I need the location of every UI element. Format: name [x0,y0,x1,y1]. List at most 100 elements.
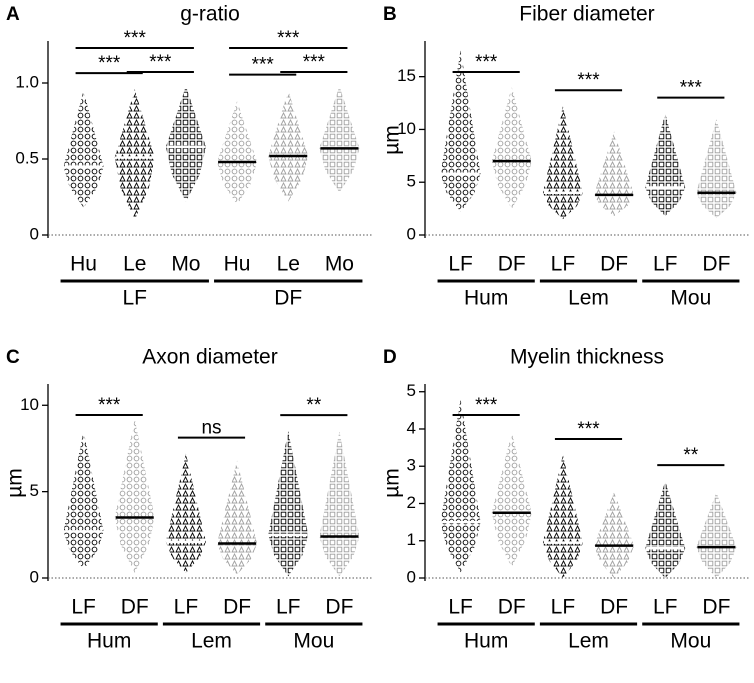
y-tick-label: 0 [407,567,416,586]
y-tick-label: 0 [407,224,416,243]
y-tick-label: 5 [407,381,416,400]
data-cloud [696,492,737,578]
y-tick-label: 0.5 [15,148,39,167]
x-tick-label: DF [498,253,526,276]
chart-title: Fiber diameter [519,3,654,26]
chart-title: Axon diameter [142,346,277,369]
data-cloud [268,431,309,577]
x-tick-label: Mo [171,253,200,276]
chart-title: g-ratio [180,3,240,26]
significance-label: *** [149,52,172,73]
data-cloud [645,481,686,578]
significance-label: *** [252,55,275,76]
significance-label: *** [577,70,600,91]
significance-label: *** [475,395,498,416]
panel-label: C [6,347,20,368]
x-tick-label: Le [123,253,146,276]
y-axis-label: µm [4,468,27,498]
y-tick-label: 15 [397,66,416,85]
significance-label: *** [98,53,121,74]
x-tick-label: Hu [224,253,251,276]
y-axis-label: µm [381,468,404,498]
significance-label: *** [680,78,703,99]
significance-label: *** [277,28,300,49]
x-tick-label: Le [277,253,300,276]
chart-title: Myelin thickness [510,346,664,369]
significance-label: *** [98,395,121,416]
x-tick-label: Hu [70,253,97,276]
y-tick-label: 10 [20,395,39,414]
y-tick-label: 0 [30,224,39,243]
data-cloud [491,87,532,209]
y-tick-label: 5 [30,481,39,500]
data-cloud [268,90,309,202]
data-cloud [319,431,360,577]
x-tick-label: DF [223,596,251,619]
y-tick-label: 10 [397,119,416,138]
significance-label: ** [306,395,321,416]
x-tick-label: DF [498,596,526,619]
group-label: Mou [670,630,711,653]
data-cloud [696,118,737,219]
x-tick-label: DF [325,596,353,619]
x-tick-label: LF [448,253,473,276]
y-tick-label: 1 [407,530,416,549]
significance-label: *** [475,52,498,73]
group-label: Mou [293,630,334,653]
data-cloud [491,432,532,567]
data-cloud [542,106,583,220]
y-tick-label: 1.0 [15,72,39,91]
x-tick-label: DF [121,596,149,619]
significance-label: *** [124,28,147,49]
x-tick-label: DF [702,596,730,619]
y-tick-label: 0 [30,567,39,586]
data-cloud [645,113,686,216]
x-tick-label: DF [600,253,628,276]
panel-label: D [383,347,397,368]
x-tick-label: LF [551,596,576,619]
data-cloud [114,89,155,220]
x-tick-label: LF [174,596,199,619]
data-cloud [440,50,481,212]
y-tick-label: 2 [407,493,416,512]
group-label: Lem [568,287,609,310]
data-cloud [217,460,258,575]
data-cloud [594,131,635,216]
data-cloud [542,455,583,578]
x-tick-label: LF [448,596,473,619]
panel-label: B [383,4,397,25]
group-label: Lem [568,630,609,653]
x-tick-label: LF [653,253,678,276]
y-tick-label: 3 [407,456,416,475]
x-tick-label: LF [551,253,576,276]
significance-label: *** [303,52,326,73]
significance-label: ns [201,418,221,439]
x-tick-label: DF [702,253,730,276]
data-cloud [165,86,206,202]
data-cloud [440,399,481,573]
x-tick-label: LF [653,596,678,619]
group-label: Hum [464,630,508,653]
group-label: Hum [464,287,508,310]
group-label: DF [274,287,302,310]
y-axis-label: µm [381,125,404,155]
data-cloud [114,419,155,573]
x-tick-label: Mo [325,253,354,276]
data-cloud [63,90,104,208]
group-label: Hum [87,630,131,653]
data-cloud [319,86,360,193]
significance-label: ** [683,445,698,466]
panel-label: A [6,4,20,25]
data-cloud [217,101,258,205]
significance-label: *** [577,419,600,440]
x-tick-label: LF [276,596,301,619]
data-cloud [594,492,635,578]
y-tick-label: 4 [407,418,416,437]
group-label: Lem [191,630,232,653]
group-label: Mou [670,287,711,310]
x-tick-label: DF [600,596,628,619]
group-label: LF [122,287,147,310]
y-tick-label: 5 [407,172,416,191]
x-tick-label: LF [71,596,96,619]
